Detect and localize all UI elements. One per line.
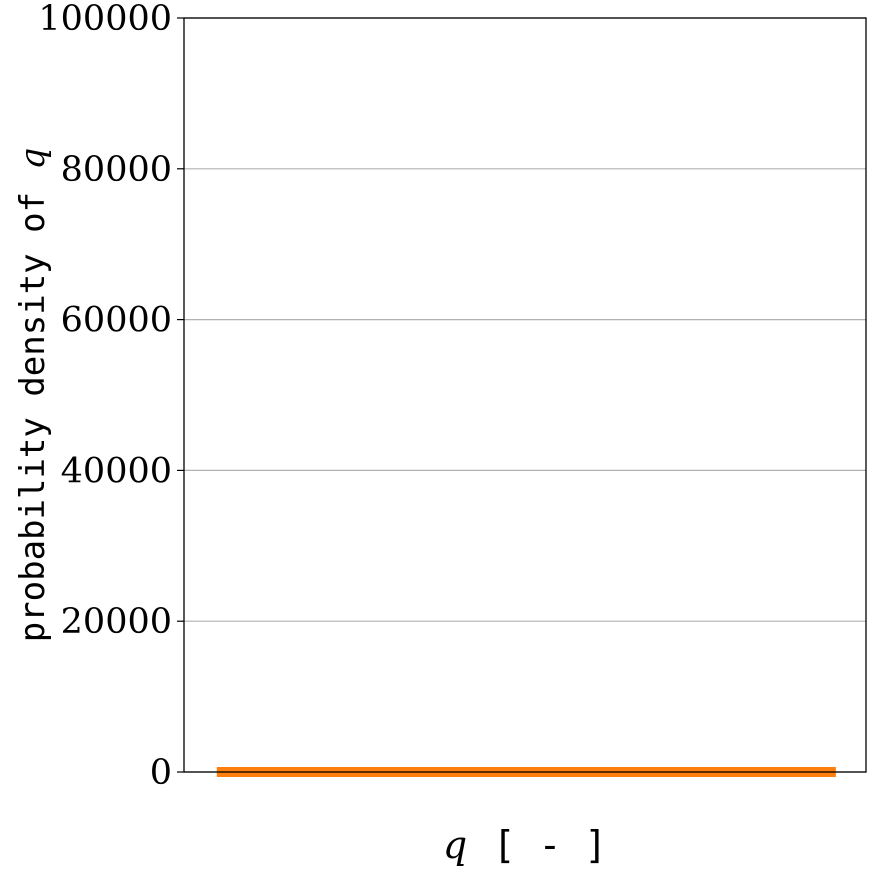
y-ticks: 0 20000 40000 60000 80000 100000 (38, 0, 184, 793)
y-tick-label: 60000 (61, 301, 172, 341)
y-tick-label: 40000 (61, 451, 172, 491)
x-axis-unit: [ - ] (493, 823, 607, 867)
plot-frame (183, 17, 867, 773)
y-tick-label: 20000 (61, 602, 172, 642)
y-axis-symbol: q (13, 148, 53, 170)
y-tick-label: 0 (150, 753, 172, 793)
x-axis-label: q [ - ] (443, 823, 607, 867)
y-axis-label: probability density of q (13, 148, 53, 643)
y-tick-label: 100000 (38, 0, 172, 39)
plot-background (184, 18, 866, 772)
y-tick-label: 80000 (61, 150, 172, 190)
y-axis-text: probability density of (13, 192, 53, 642)
x-axis-symbol: q (443, 823, 467, 867)
